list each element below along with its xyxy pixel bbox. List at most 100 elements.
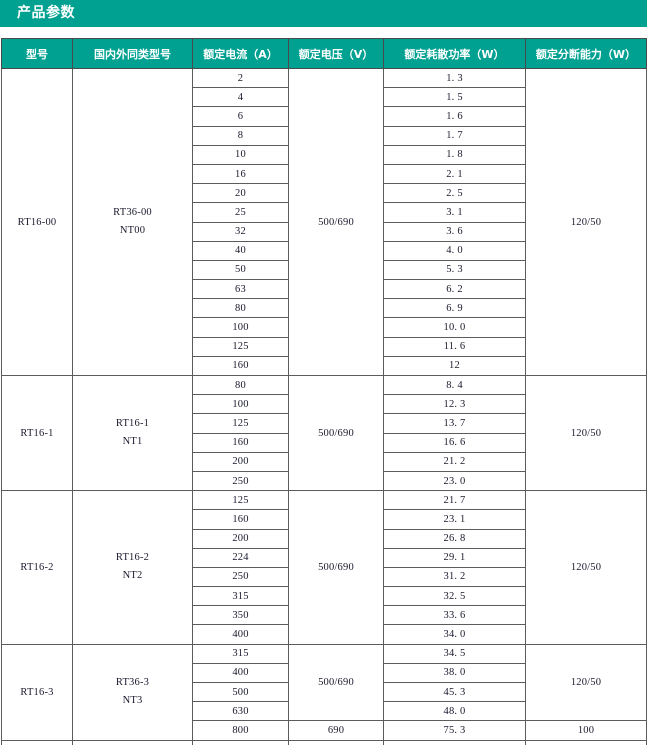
cell-rated-current: 125 [192,490,289,511]
table-row: 80 6. 9 [2,298,647,319]
column-header-voltage: 额定电压（V） [288,38,384,69]
cell-rated-power-dissipation: 1. 3 [383,67,526,89]
cell-rated-current: 500 [192,681,289,703]
cell-rated-current: 800 [192,739,289,745]
table-row: 400 34. 0 [2,624,647,645]
cell-rated-current: 80 [192,298,289,319]
cell-rated-power-dissipation: 32. 5 [383,586,526,607]
table-row: 630 48. 0 [2,701,647,722]
column-header-breaking: 额定分断能力（W） [525,38,647,69]
cell-rated-power-dissipation: 11. 6 [383,336,526,357]
table-row: 125 13. 7 [2,413,647,434]
table-row: 315 32. 5 [2,586,647,607]
equivalent-model-line: NT3 [122,695,143,707]
cell-rated-current: 16 [192,163,289,185]
cell-model: RT16-2 [1,490,73,645]
cell-rated-power-dissipation: 31. 2 [383,566,526,588]
cell-rated-power-dissipation: 48. 0 [383,701,526,722]
equivalent-model-line: NT2 [122,570,143,582]
cell-rated-current: 125 [192,336,289,357]
cell-rated-power-dissipation: 10. 0 [383,317,526,338]
cell-rated-voltage: 500/690 [288,490,384,645]
cell-rated-breaking-capacity: 120/50 [525,643,647,722]
table-row: 40 4. 0 [2,240,647,261]
cell-rated-power-dissipation: 6. 9 [383,298,526,319]
table-row: 160 16. 6 [2,432,647,453]
cell-rated-breaking-capacity: 120/50 [525,490,647,645]
cell-rated-power-dissipation: 75. 3 [383,739,526,745]
cell-rated-breaking-capacity: 120/50 [525,374,647,492]
cell-rated-power-dissipation: 12 [383,355,526,377]
cell-rated-current: 50 [192,259,289,281]
equivalent-model-line: NT1 [122,436,143,448]
table-row: 50 5. 3 [2,259,647,281]
cell-rated-current: 400 [192,662,289,684]
cell-rated-current: 400 [192,624,289,645]
cell-rated-power-dissipation: 8. 4 [383,374,526,396]
cell-rated-voltage: 500/690 [288,374,384,492]
cell-rated-power-dissipation: 3. 6 [383,221,526,242]
cell-model: RT16-3 [1,643,73,741]
cell-equivalent-models: RT36-3 NT3 [72,643,193,741]
cell-rated-current: 32 [192,221,289,242]
table-row: 250 23. 0 [2,470,647,492]
table-row: 4 1. 5 [2,87,647,108]
cell-rated-power-dissipation: 45. 3 [383,681,526,703]
cell-rated-current: 25 [192,202,289,223]
cell-rated-power-dissipation: 3. 1 [383,202,526,223]
cell-rated-power-dissipation: 2. 1 [383,163,526,185]
cell-rated-power-dissipation: 21. 2 [383,451,526,472]
cell-rated-power-dissipation: 38. 0 [383,662,526,684]
cell-model: RT16-00 [1,68,73,376]
cell-rated-current: 224 [192,547,289,568]
table-row: 125 11. 6 [2,336,647,357]
cell-model: RT16-4 [1,739,73,745]
table-row: 800 690 75. 3 100 [2,720,647,741]
cell-rated-current: 200 [192,451,289,472]
cell-rated-current: 160 [192,509,289,530]
table-row: 32 3. 6 [2,221,647,242]
equivalent-model-line: NT00 [119,225,146,236]
cell-rated-power-dissipation: 23. 1 [383,509,526,530]
cell-rated-current: 8 [192,125,289,146]
table-header-row: 型号 国内外同类型号 额定电流（A） 额定电压（V） 额定耗散功率（W） 额定分… [1,38,647,69]
cell-rated-power-dissipation: 12. 3 [383,394,526,415]
table-row: 63 6. 2 [2,279,647,300]
table-row: 200 26. 8 [2,528,647,549]
cell-rated-power-dissipation: 16. 6 [383,432,526,453]
cell-rated-breaking-capacity: 100 [525,720,647,741]
page-title: 产品参数 [17,5,75,21]
cell-rated-power-dissipation: 34. 0 [383,624,526,645]
cell-equivalent-models: RT16-2 NT2 [72,490,193,645]
table-row: 100 10. 0 [2,317,647,338]
cell-rated-breaking-capacity: 120/50 [525,739,647,745]
cell-rated-power-dissipation: 2. 5 [383,183,526,204]
cell-rated-current: 250 [192,470,289,492]
column-header-model: 型号 [1,38,73,69]
cell-rated-power-dissipation: 6. 2 [383,279,526,300]
table-header: 型号 国内外同类型号 额定电流（A） 额定电压（V） 额定耗散功率（W） 额定分… [1,38,647,69]
table-row: RT16-1 RT16-1 NT1 80 500/690 8. 4 120/50 [1,374,647,492]
equivalent-model-line: RT16-2 [115,552,150,563]
table-row: 8 1. 7 [2,125,647,146]
cell-equivalent-models: RT36-00 NT00 [72,68,193,376]
cell-rated-voltage: 500/690 [288,739,384,745]
cell-rated-power-dissipation: 1. 8 [383,144,526,165]
cell-rated-power-dissipation: 34. 5 [383,643,526,664]
cell-rated-power-dissipation: 75. 3 [383,720,526,741]
cell-rated-voltage: 500/690 [288,68,384,376]
cell-rated-current: 800 [192,720,289,741]
cell-rated-power-dissipation: 33. 6 [383,605,526,626]
table-body: RT16-00 RT36-00 NT00 2 500/690 1. 3 120/50 4 1. … [1,67,647,745]
cell-rated-current: 160 [192,355,289,377]
cell-rated-current: 160 [192,432,289,453]
cell-rated-breaking-capacity: 120/50 [525,68,647,376]
cell-rated-current: 315 [192,586,289,607]
cell-model: RT16-1 [1,374,73,492]
cell-rated-current: 125 [192,413,289,434]
cell-rated-current: 315 [192,643,289,664]
cell-equivalent-models: RT36-4NT4 [72,739,193,745]
cell-rated-current: 6 [192,106,289,127]
